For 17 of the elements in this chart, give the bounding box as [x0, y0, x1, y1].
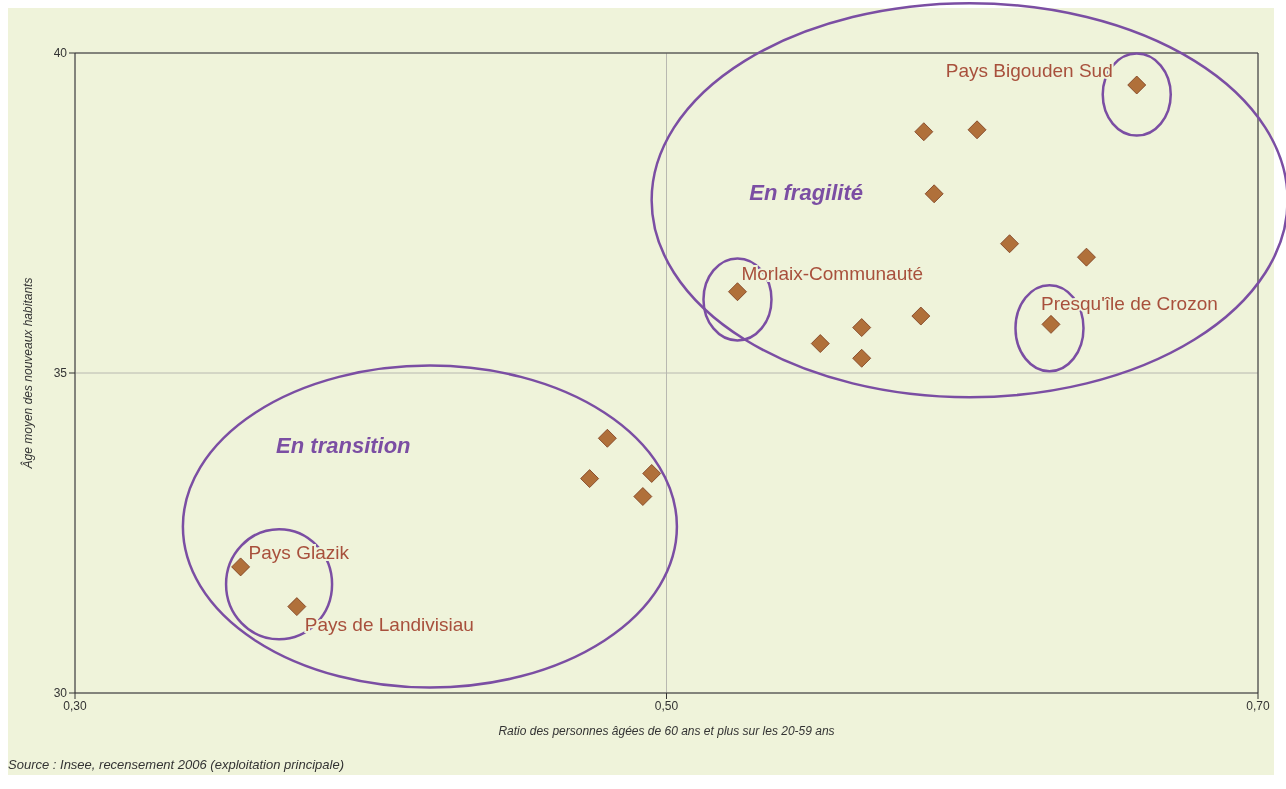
point: [580, 469, 600, 488]
x-tick-label: 0,30: [63, 698, 87, 713]
point: [597, 428, 617, 448]
x-axis-title: Ratio des personnes âgées de 60 ans et plus sur les 20-59 ans: [498, 724, 835, 738]
point: [633, 487, 653, 506]
source-note: Source : Insee, recensement 2006 (exploitation principale): [8, 757, 345, 772]
annotation: En fragilité: [749, 180, 863, 206]
y-tick-label: 40: [53, 46, 68, 61]
point: [642, 464, 662, 483]
x-tick-label: 0,50: [654, 698, 679, 713]
y-tick-label: 30: [53, 686, 68, 701]
annotation: En transition: [276, 433, 411, 458]
point: [231, 557, 251, 577]
x-tick-label: 0,70: [1246, 698, 1270, 713]
y-tick-label: 35: [53, 366, 68, 381]
point: [287, 597, 307, 616]
y-axis-title: Âge moyen des nouveaux habitants: [20, 277, 36, 470]
